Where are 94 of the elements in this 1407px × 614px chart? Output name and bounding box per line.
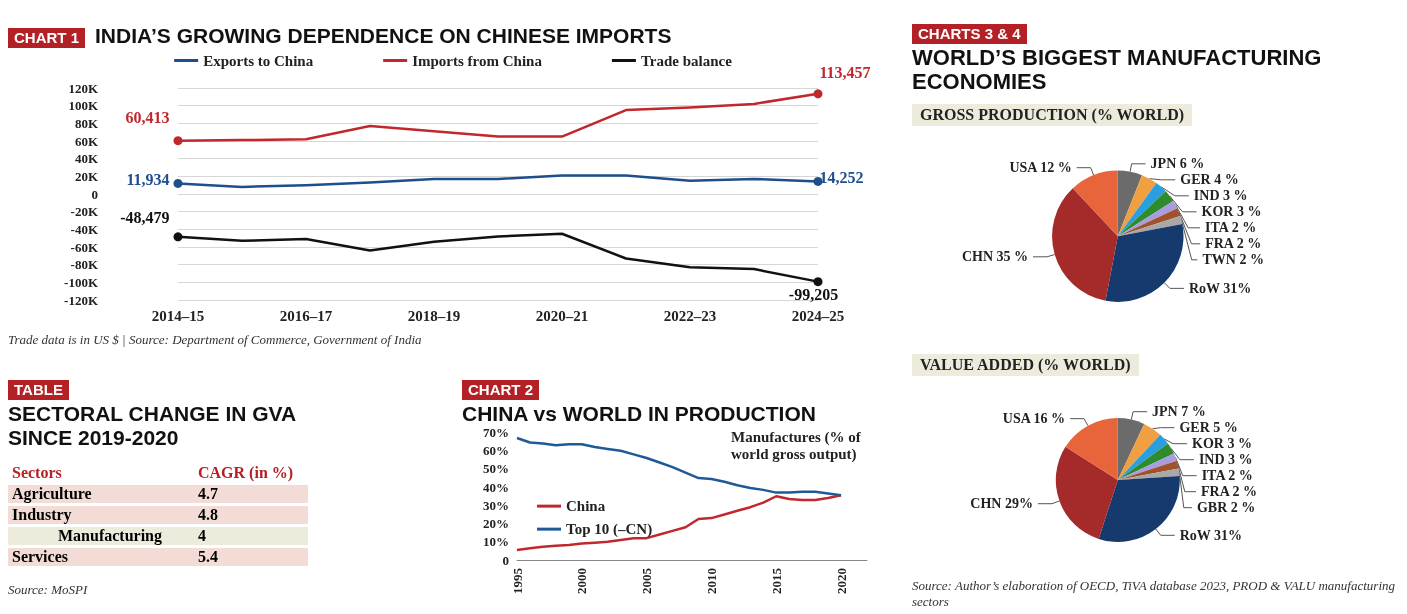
line-series bbox=[515, 494, 843, 552]
y-tick-label: 70% bbox=[483, 425, 509, 440]
text: SECTORAL CHANGE IN GVA SINCE 2019-2020 bbox=[8, 402, 297, 450]
slice-label: IND 3 % bbox=[1198, 452, 1253, 468]
y-tick-label: 60% bbox=[483, 443, 509, 459]
point bbox=[813, 277, 823, 287]
source-note: Source: MoSPI bbox=[8, 582, 89, 598]
slice-label: USA 12 % bbox=[1009, 160, 1072, 176]
legend-label: China bbox=[566, 498, 606, 515]
x-tick-label: 2022–23 bbox=[663, 307, 717, 324]
data-label: -99,205 bbox=[788, 285, 839, 303]
category-label: Agriculture bbox=[11, 485, 93, 503]
legend-label: Imports from China bbox=[412, 52, 543, 69]
point bbox=[813, 89, 823, 99]
x-tick-label: 2018–19 bbox=[407, 307, 461, 324]
y-tick-label: -80K bbox=[70, 257, 99, 273]
legend-label: Exports to China bbox=[203, 52, 314, 69]
y-tick-label: 10% bbox=[483, 534, 509, 550]
y-tick-label: 30% bbox=[483, 497, 509, 513]
legend-label: Top 10 (–CN) bbox=[566, 521, 653, 539]
category-label: Manufacturing bbox=[57, 527, 163, 545]
slice-label: FRA 2 % bbox=[1205, 236, 1262, 252]
y-tick-label: 0 bbox=[91, 186, 98, 202]
slice-label: FRA 2 % bbox=[1200, 484, 1257, 500]
slice-label: RoW 31% bbox=[1188, 280, 1252, 296]
x-tick-label: 2024–25 bbox=[791, 307, 845, 324]
caption: CHART 1 bbox=[8, 28, 86, 48]
caption: CHART 2 bbox=[462, 380, 540, 400]
category-label: Services bbox=[11, 548, 69, 566]
text: CAGR (in %) bbox=[198, 464, 295, 482]
y-tick-label: 20K bbox=[74, 168, 99, 184]
data-label: 5.4 bbox=[198, 548, 219, 566]
chart-subtitle: VALUE ADDED (% WORLD) bbox=[912, 354, 1139, 376]
x-tick-label: 2015 bbox=[768, 567, 784, 594]
data-label: 14,252 bbox=[819, 169, 864, 187]
point bbox=[173, 232, 183, 242]
text: Sectors bbox=[11, 464, 63, 482]
y-tick-label: -20K bbox=[70, 204, 99, 220]
slice-label: USA 16 % bbox=[1002, 411, 1066, 427]
slice-label: IND 3 % bbox=[1193, 188, 1248, 204]
category-label: Industry bbox=[11, 506, 73, 524]
legend-label: Trade balance bbox=[640, 52, 733, 69]
y-tick-label: -100K bbox=[64, 274, 99, 290]
x-tick-label: 2020 bbox=[833, 568, 849, 594]
data-label: 4.7 bbox=[198, 485, 219, 503]
x-tick-label: 2000 bbox=[574, 568, 590, 594]
x-tick-label: 2010 bbox=[703, 568, 719, 594]
text: CHARTS 3 & 4 bbox=[912, 24, 1027, 44]
slice-label: GER 5 % bbox=[1179, 420, 1238, 436]
y-tick-label: 50% bbox=[483, 461, 509, 477]
point bbox=[173, 136, 183, 146]
x-tick-label: 2014–15 bbox=[151, 307, 205, 324]
text: Trade data is in US $ | Source: Department of Commerce, Government of India bbox=[8, 332, 423, 348]
slice-label: JPN 7 % bbox=[1152, 404, 1206, 420]
x-tick-label: 2005 bbox=[639, 567, 655, 594]
slice-label: GER 4 % bbox=[1180, 172, 1239, 188]
slice-label: KOR 3 % bbox=[1192, 436, 1252, 452]
y-tick-label: 120K bbox=[68, 80, 99, 96]
y-tick-label: 60K bbox=[74, 133, 99, 149]
y-tick-label: -120K bbox=[64, 292, 99, 308]
y-tick-label: 40K bbox=[74, 151, 99, 167]
slice-label: RoW 31% bbox=[1179, 527, 1243, 543]
slice-label: CHN 29% bbox=[970, 496, 1033, 512]
x-tick-label: 2020–21 bbox=[535, 307, 589, 324]
slice-label: JPN 6 % bbox=[1150, 156, 1205, 172]
y-tick-label: 100K bbox=[68, 98, 99, 114]
chart-title: CHINA vs WORLD IN PRODUCTION bbox=[462, 402, 817, 426]
data-label: -48,479 bbox=[120, 208, 170, 226]
slice-label: ITA 2 % bbox=[1205, 220, 1257, 236]
slice-label: GBR 2 % bbox=[1196, 500, 1256, 516]
data-label: 60,413 bbox=[125, 108, 170, 126]
y-tick-label: -60K bbox=[70, 239, 99, 255]
data-label: 11,934 bbox=[126, 171, 170, 189]
x-tick-label: 1995 bbox=[509, 567, 525, 594]
chart-title: WORLD’S BIGGEST MANUFACTURING ECONOMIES bbox=[912, 45, 1323, 94]
y-tick-label: 0 bbox=[502, 552, 509, 568]
data-label: 4.8 bbox=[198, 506, 219, 524]
data-label: 113,457 bbox=[819, 63, 871, 81]
slice-label: CHN 35 % bbox=[961, 249, 1029, 265]
x-tick-label: 2016–17 bbox=[279, 307, 333, 324]
text: TABLE bbox=[8, 380, 69, 400]
source-note: Source: Author’s elaboration of OECD, TiVA database 2023, PROD & VALU manufacturing sectors bbox=[912, 578, 1397, 610]
data-label: 4 bbox=[198, 527, 207, 545]
point bbox=[173, 178, 183, 188]
y-tick-label: -40K bbox=[70, 221, 99, 237]
chart-subtitle: GROSS PRODUCTION (% WORLD) bbox=[912, 104, 1193, 126]
y-tick-label: 80K bbox=[74, 115, 99, 131]
slice-label: TWN 2 % bbox=[1202, 252, 1264, 268]
slice-label: ITA 2 % bbox=[1201, 468, 1253, 484]
y-tick-label: 40% bbox=[483, 479, 509, 495]
y-tick-label: 20% bbox=[483, 516, 509, 532]
annotation: Manufactures (% of world gross output) bbox=[731, 428, 865, 463]
slice-label: KOR 3 % bbox=[1201, 204, 1262, 220]
chart-title: INDIA’S GROWING DEPENDENCE ON CHINESE IMPORTS bbox=[95, 24, 672, 47]
